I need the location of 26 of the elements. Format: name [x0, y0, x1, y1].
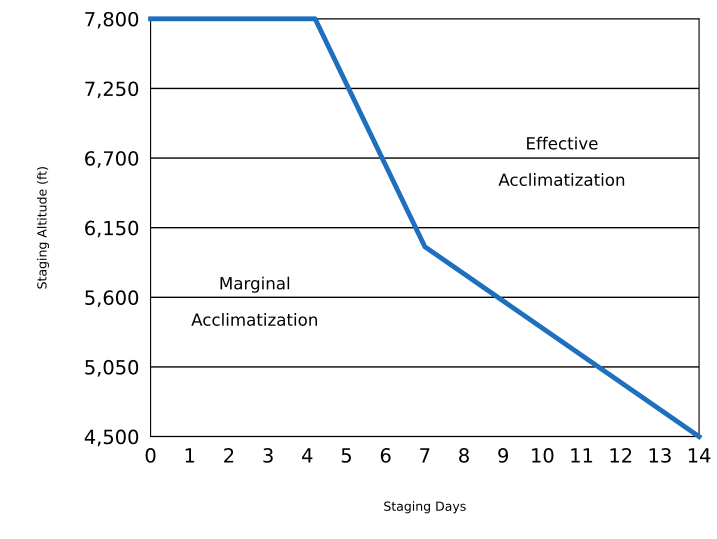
x-tick-label: 12 [610, 448, 632, 462]
y-tick-label: 6,700 [85, 151, 138, 168]
x-tick-label: 3 [263, 448, 273, 463]
y-tick-label: 5,600 [85, 290, 138, 307]
text: Marginal Acclimatization [191, 276, 317, 326]
y-tick-label: 4,500 [84, 430, 138, 446]
x-axis-title: Staging Days [384, 501, 466, 514]
x-tick-label: 1 [186, 448, 194, 462]
x-tick-label: 0 [146, 448, 156, 463]
y-axis-title: Staging Altitude (ft) [36, 167, 50, 289]
y-tick-label: 7,800 [85, 12, 138, 29]
x-tick-label: 10 [532, 448, 554, 463]
x-tick-label: 13 [650, 448, 671, 463]
x-tick-label: 14 [688, 448, 710, 462]
x-tick-label: 8 [459, 448, 469, 463]
x-tick-label: 9 [498, 448, 508, 463]
x-tick-label: 4 [302, 448, 312, 462]
y-tick-label: 6,150 [85, 220, 138, 238]
x-tick-label: 6 [380, 448, 391, 463]
x-tick-label: 7 [420, 448, 430, 462]
text: Effective Acclimatization [498, 136, 624, 186]
y-tick-label: 5,050 [85, 360, 138, 377]
x-tick-label: 2 [224, 448, 234, 462]
y-tick-label: 7,250 [85, 81, 138, 98]
x-tick-label: 11 [571, 448, 592, 462]
x-tick-label: 5 [342, 448, 351, 463]
